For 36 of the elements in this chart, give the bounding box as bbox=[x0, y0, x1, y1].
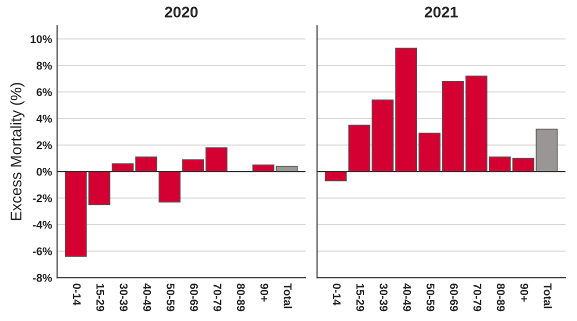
x-tick-label: Total bbox=[284, 283, 292, 308]
x-tick-label: 90+ bbox=[520, 284, 528, 302]
x-tick-label: 50-59 bbox=[426, 284, 434, 312]
x-tick-label: 90+ bbox=[260, 284, 268, 302]
x-tick-label: 15-29 bbox=[356, 284, 364, 312]
x-tick-label: 40-49 bbox=[143, 283, 152, 312]
x-tick-label: Total bbox=[544, 283, 552, 308]
x-tick-label: 0-14 bbox=[72, 284, 81, 306]
bar bbox=[158, 171, 181, 202]
y-tick-label: -8% bbox=[32, 274, 52, 282]
x-tick-label: 40-49 bbox=[403, 283, 411, 312]
x-tick-label: 60-69 bbox=[450, 284, 458, 312]
y-tick-label: -2% bbox=[32, 194, 52, 202]
y-tick-label: 0% bbox=[36, 168, 52, 176]
y-tick-label: 6% bbox=[36, 88, 52, 96]
x-tick-label: 60-69 bbox=[190, 284, 198, 312]
y-tick-label: 8% bbox=[36, 62, 52, 70]
x-tick-label: 0-14 bbox=[332, 284, 341, 306]
x-tick-label: 30-39 bbox=[380, 283, 388, 312]
y-tick-label: -6% bbox=[32, 247, 52, 256]
x-tick-label: 70-79 bbox=[213, 284, 222, 312]
y-axis-title: Excess Mortality (%) bbox=[10, 83, 24, 220]
bar bbox=[536, 128, 558, 172]
x-tick-label: 15-29 bbox=[96, 284, 104, 312]
x-tick-label: 80-89 bbox=[496, 284, 505, 312]
bar bbox=[324, 171, 347, 182]
x-tick-label: 70-79 bbox=[473, 284, 482, 312]
y-tick-label: 10% bbox=[30, 35, 52, 44]
y-tick-label: -4% bbox=[32, 220, 52, 229]
x-tick-label: 50-59 bbox=[166, 284, 174, 312]
x-tick-label: 80-89 bbox=[236, 284, 245, 312]
y-tick-label: 4% bbox=[36, 114, 52, 123]
y-tick-label: 2% bbox=[36, 141, 52, 150]
chart-title: 2020 bbox=[164, 6, 198, 18]
x-tick-label: 30-39 bbox=[120, 283, 128, 312]
chart-title: 2021 bbox=[424, 6, 458, 18]
